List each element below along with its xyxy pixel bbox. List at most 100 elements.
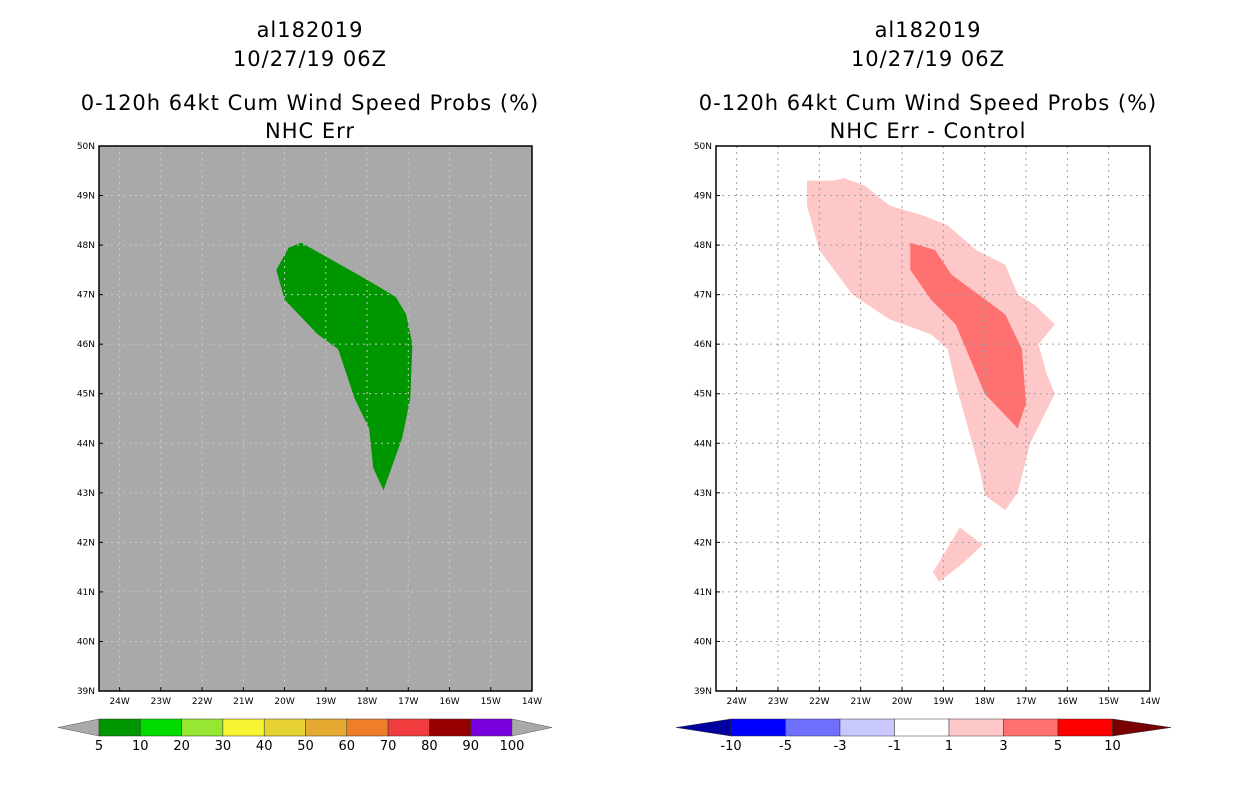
right-colorbar-label: 5 xyxy=(1054,739,1062,754)
right-colorbar-swatch xyxy=(894,718,950,737)
right-colorbar-label: -10 xyxy=(720,739,741,754)
left-lon-label: 24W xyxy=(109,697,129,707)
left-lat-label: 49N xyxy=(77,192,95,202)
right-lon-label: 16W xyxy=(1057,697,1077,707)
right-storm-id: al182019 xyxy=(874,18,982,42)
left-colorbar-label: 40 xyxy=(256,739,273,754)
left-colorbar-swatch xyxy=(263,718,306,737)
left-lat-label: 46N xyxy=(77,340,95,350)
left-colorbar-swatch xyxy=(181,718,224,737)
right-colorbar-label: 3 xyxy=(999,739,1007,754)
left-colorbar-label: 60 xyxy=(339,739,356,754)
left-colorbar-swatch xyxy=(222,718,265,737)
left-colorbar-label: 30 xyxy=(215,739,232,754)
left-colorbar-swatch xyxy=(387,718,430,737)
right-lat-label: 46N xyxy=(694,340,712,350)
left-colorbar-label: 20 xyxy=(173,739,190,754)
right-colorbar-swatch xyxy=(1057,718,1113,737)
left-subtitle: NHC Err xyxy=(264,119,355,143)
left-lat-label: 50N xyxy=(77,142,95,152)
left-lat-label: 48N xyxy=(77,241,95,251)
left-colorbar-swatch xyxy=(140,718,182,737)
right-lon-label: 20W xyxy=(892,697,912,707)
right-datetime: 10/27/19 06Z xyxy=(850,47,1006,71)
left-colorbar-high-end xyxy=(511,718,553,737)
right-lon-label: 18W xyxy=(974,697,994,707)
left-lon-label: 15W xyxy=(481,697,501,707)
right-product-title: 0-120h 64kt Cum Wind Speed Probs (%) xyxy=(698,91,1158,115)
right-lat-label: 49N xyxy=(694,192,712,202)
left-lat-label: 45N xyxy=(77,390,95,400)
right-subtitle: NHC Err - Control xyxy=(829,119,1027,143)
left-lon-label: 21W xyxy=(233,697,253,707)
right-colorbar-label: -3 xyxy=(834,739,847,754)
left-lat-label: 44N xyxy=(77,439,95,449)
right-colorbar-low-end xyxy=(675,718,732,737)
left-colorbar-swatch xyxy=(346,718,389,737)
right-lon-label: 21W xyxy=(850,697,870,707)
right-colorbar-swatch xyxy=(839,718,895,737)
left-probability-region xyxy=(276,242,413,491)
right-colorbar-label: 10 xyxy=(1104,739,1121,754)
right-lat-label: 41N xyxy=(694,588,712,598)
right-colorbar-swatch xyxy=(948,718,1004,737)
left-colorbar-low-end xyxy=(57,718,100,737)
left-colorbar-label: 10 xyxy=(132,739,149,754)
right-lat-label: 42N xyxy=(694,538,712,548)
left-colorbar-label: 50 xyxy=(297,739,314,754)
left-lat-label: 47N xyxy=(77,291,95,301)
right-lon-label: 15W xyxy=(1098,697,1118,707)
left-lon-label: 16W xyxy=(439,697,459,707)
right-lon-label: 23W xyxy=(768,697,788,707)
right-lon-label: 17W xyxy=(1016,697,1036,707)
left-colorbar-swatch xyxy=(429,718,471,737)
right-colorbar-swatch xyxy=(785,718,841,737)
right-lat-label: 39N xyxy=(694,687,712,697)
right-lon-label: 14W xyxy=(1140,697,1160,707)
right-colorbar-label: -1 xyxy=(888,739,901,754)
left-colorbar-swatch xyxy=(305,718,348,737)
left-datetime: 10/27/19 06Z xyxy=(232,47,388,71)
left-colorbar-swatch xyxy=(98,718,141,737)
right-colorbar-label: -5 xyxy=(779,739,792,754)
left-lon-label: 18W xyxy=(357,697,377,707)
left-colorbar-swatch xyxy=(470,718,513,737)
left-colorbar-label: 70 xyxy=(380,739,397,754)
right-colorbar-label: 1 xyxy=(945,739,953,754)
left-lat-label: 43N xyxy=(77,489,95,499)
left-colorbar-label: 5 xyxy=(95,739,103,754)
left-lat-label: 41N xyxy=(77,588,95,598)
left-lon-label: 19W xyxy=(316,697,336,707)
left-colorbar-label: 80 xyxy=(421,739,438,754)
right-lon-label: 19W xyxy=(933,697,953,707)
right-difference-region-1 xyxy=(806,178,1055,511)
left-lon-label: 20W xyxy=(274,697,294,707)
right-colorbar-high-end xyxy=(1112,718,1172,737)
left-colorbar-label: 90 xyxy=(462,739,479,754)
right-lat-label: 45N xyxy=(694,390,712,400)
left-lon-label: 14W xyxy=(522,697,542,707)
right-lat-label: 48N xyxy=(694,241,712,251)
right-lon-label: 24W xyxy=(726,697,746,707)
right-lat-label: 50N xyxy=(694,142,712,152)
left-lon-label: 17W xyxy=(398,697,418,707)
right-lat-label: 43N xyxy=(694,489,712,499)
right-difference-region-2 xyxy=(933,527,983,582)
right-colorbar-swatch xyxy=(730,718,786,737)
left-map-frame xyxy=(98,145,533,692)
right-map-frame xyxy=(715,145,1151,692)
left-colorbar-label: 100 xyxy=(500,739,525,754)
left-lon-label: 23W xyxy=(151,697,171,707)
right-lat-label: 40N xyxy=(694,637,712,647)
left-product-title: 0-120h 64kt Cum Wind Speed Probs (%) xyxy=(80,91,540,115)
right-difference-region-3 xyxy=(910,242,1026,429)
left-lat-label: 42N xyxy=(77,538,95,548)
left-lon-label: 22W xyxy=(192,697,212,707)
left-lat-label: 40N xyxy=(77,637,95,647)
left-map-background xyxy=(99,146,532,691)
right-lon-label: 22W xyxy=(809,697,829,707)
right-lat-label: 47N xyxy=(694,291,712,301)
left-lat-label: 39N xyxy=(77,687,95,697)
right-lat-label: 44N xyxy=(694,439,712,449)
